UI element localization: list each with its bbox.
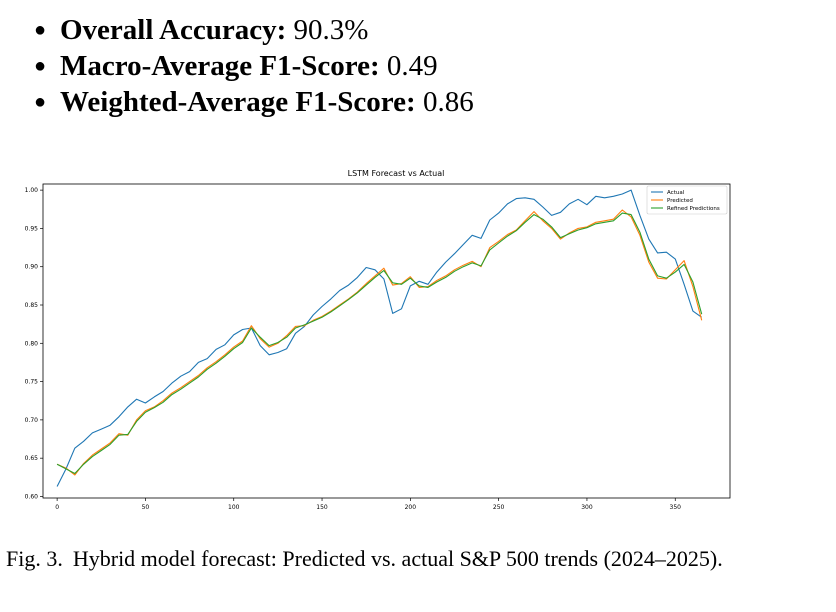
x-tick-label: 100 [228, 504, 240, 511]
bullet-dot-icon: ● [34, 91, 47, 113]
y-tick-label: 0.90 [25, 264, 39, 271]
y-tick-label: 0.75 [25, 379, 39, 386]
legend: Actual Predicted Refined Predictions [646, 185, 728, 215]
x-tick-label: 50 [142, 504, 150, 511]
figure-caption: Fig. 3. Hybrid model forecast: Predicted … [6, 545, 796, 572]
legend-label: Refined Predictions [667, 206, 720, 212]
metric-label: Overall Accuracy: [60, 14, 287, 46]
metric-value: 0.86 [422, 86, 474, 118]
bullet-dot-icon: ● [34, 19, 47, 41]
forecast-figure: LSTM Forecast vs Actual 0 50 100 150 200 250 3… [10, 164, 750, 521]
legend-label: Actual [667, 190, 685, 196]
y-tick-label: 0.65 [25, 455, 39, 462]
caption-text: Hybrid model forecast: Predicted vs. act… [72, 546, 723, 571]
metric-item: ● Weighted-Average F1-Score: 0.86 [34, 84, 474, 120]
series-line [56, 212, 703, 475]
forecast-chart: LSTM Forecast vs Actual 0 50 100 150 200 250 3… [25, 169, 731, 511]
metric-label: Macro-Average F1-Score: [60, 50, 380, 82]
y-tick-label: 1.00 [25, 187, 39, 194]
y-tick-label: 0.95 [25, 225, 39, 232]
x-tick-label: 150 [316, 504, 328, 511]
x-tick-label: 250 [493, 504, 505, 511]
metric-value: 90.3% [293, 14, 369, 46]
metric-label: Weighted-Average F1-Score: [60, 86, 416, 118]
x-tick-label: 0 [55, 504, 59, 511]
axis-ticks: 0 50 100 150 200 250 300 350 0.60 0.65 0.70 0.75 0.8… [25, 187, 682, 511]
metric-value: 0.49 [386, 50, 438, 82]
metric-item: ● Macro-Average F1-Score: 0.49 [34, 48, 474, 84]
legend-label: Predicted [667, 198, 693, 204]
metric-item: ● Overall Accuracy: 90.3% [34, 12, 474, 48]
series-line [56, 189, 703, 487]
y-tick-label: 0.70 [25, 417, 39, 424]
x-tick-label: 200 [405, 504, 417, 511]
x-tick-label: 300 [581, 504, 593, 511]
bullet-dot-icon: ● [34, 55, 47, 77]
legend-box [646, 185, 728, 215]
series-lines [56, 189, 703, 487]
y-tick-label: 0.85 [25, 302, 39, 309]
metrics-list: ● Overall Accuracy: 90.3% ● Macro-Average … [34, 12, 474, 120]
y-tick-label: 0.80 [25, 340, 39, 347]
y-tick-label: 0.60 [25, 493, 39, 500]
caption-prefix: Fig. 3. [6, 546, 63, 571]
x-tick-label: 350 [670, 504, 682, 511]
series-line [56, 209, 703, 476]
chart-title: LSTM Forecast vs Actual [348, 169, 445, 178]
plot-frame [42, 183, 731, 499]
